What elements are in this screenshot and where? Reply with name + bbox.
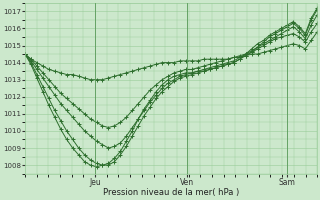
X-axis label: Pression niveau de la mer( hPa ): Pression niveau de la mer( hPa ) — [103, 188, 239, 197]
